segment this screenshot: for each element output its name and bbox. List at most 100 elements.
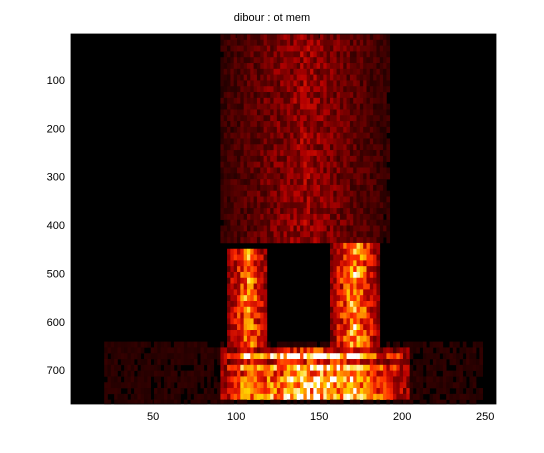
heatmap-cell bbox=[383, 393, 387, 400]
heatmap-cell bbox=[389, 370, 394, 377]
heatmap-cell bbox=[270, 86, 274, 93]
heatmap-cell bbox=[237, 306, 241, 313]
heatmap-cell bbox=[243, 196, 248, 203]
heatmap-cell bbox=[160, 370, 165, 377]
heatmap-cell bbox=[329, 167, 334, 174]
heatmap-cell bbox=[373, 231, 377, 238]
heatmap-cell bbox=[329, 208, 334, 215]
heatmap-cell bbox=[386, 74, 391, 81]
heatmap-cell bbox=[320, 213, 324, 221]
heatmap-cell bbox=[346, 34, 351, 41]
heatmap-cell bbox=[290, 196, 294, 203]
heatmap-cell bbox=[260, 92, 264, 99]
heatmap-cell bbox=[306, 92, 311, 99]
heatmap-cell bbox=[339, 382, 344, 389]
heatmap-cell bbox=[409, 376, 414, 383]
heatmap-cell bbox=[359, 341, 364, 348]
heatmap-cell bbox=[213, 353, 218, 360]
heatmap-cell bbox=[233, 63, 238, 70]
heatmap-cell bbox=[190, 376, 195, 383]
heatmap-cell bbox=[140, 364, 145, 371]
heatmap-cell bbox=[296, 45, 301, 52]
heatmap-cell bbox=[303, 126, 308, 133]
heatmap-cell bbox=[250, 388, 254, 395]
heatmap-cell bbox=[273, 138, 278, 145]
heatmap-cell bbox=[286, 92, 291, 99]
heatmap-cell bbox=[366, 376, 371, 383]
heatmap-cell bbox=[339, 289, 344, 296]
heatmap-cell bbox=[273, 231, 278, 238]
heatmap-cell bbox=[333, 382, 337, 389]
heatmap-cell bbox=[120, 393, 125, 400]
heatmap-cell bbox=[124, 364, 128, 371]
heatmap-cell bbox=[213, 347, 218, 354]
heatmap-cell bbox=[366, 97, 371, 104]
heatmap-cell bbox=[293, 388, 298, 395]
heatmap-cell bbox=[349, 155, 354, 162]
heatmap-cell bbox=[137, 341, 142, 348]
heatmap-cell bbox=[356, 109, 361, 116]
heatmap-cell bbox=[363, 74, 367, 81]
heatmap-cell bbox=[326, 126, 331, 133]
heatmap-cell bbox=[237, 109, 241, 116]
heatmap-cell bbox=[329, 237, 334, 244]
heatmap-cell bbox=[323, 45, 327, 52]
heatmap-cell bbox=[369, 208, 374, 215]
heatmap-cell bbox=[336, 341, 341, 348]
heatmap-cell bbox=[356, 167, 361, 174]
heatmap-cell bbox=[379, 109, 384, 116]
heatmap-cell bbox=[326, 86, 331, 93]
heatmap-cell bbox=[293, 208, 298, 215]
heatmap-cell bbox=[353, 318, 357, 325]
heatmap-cell bbox=[260, 138, 264, 145]
heatmap-cell bbox=[246, 109, 251, 116]
heatmap-cell bbox=[256, 86, 261, 93]
heatmap-cell bbox=[270, 92, 274, 99]
heatmap-cell bbox=[290, 126, 294, 133]
heatmap-cell bbox=[369, 179, 374, 186]
heatmap-cell bbox=[233, 39, 238, 46]
heatmap-cell bbox=[476, 341, 480, 348]
heatmap-cell bbox=[412, 359, 417, 366]
heatmap-cell bbox=[157, 359, 161, 366]
heatmap-cell bbox=[293, 161, 298, 168]
heatmap-cell bbox=[280, 341, 284, 348]
heatmap-cell bbox=[466, 393, 470, 400]
heatmap-cell bbox=[227, 225, 231, 232]
heatmap-cell bbox=[237, 51, 241, 58]
heatmap-cell bbox=[353, 39, 357, 46]
heatmap-cell bbox=[170, 370, 175, 377]
heatmap-cell bbox=[329, 248, 334, 255]
heatmap-cell bbox=[326, 103, 331, 110]
heatmap-cell bbox=[359, 225, 364, 232]
heatmap-cell bbox=[124, 382, 128, 389]
heatmap-cell bbox=[223, 376, 228, 383]
heatmap-cell bbox=[366, 335, 371, 342]
heatmap-cell bbox=[303, 150, 308, 157]
heatmap-cell bbox=[326, 39, 331, 46]
heatmap-cell bbox=[359, 196, 364, 203]
heatmap-cell bbox=[286, 225, 291, 232]
heatmap-cell bbox=[466, 359, 470, 366]
heatmap-cell bbox=[230, 190, 234, 197]
heatmap-cell bbox=[466, 364, 470, 371]
heatmap-cell bbox=[379, 225, 384, 232]
heatmap-cell bbox=[233, 190, 238, 197]
heatmap-cell bbox=[386, 208, 391, 215]
heatmap-cell bbox=[403, 399, 407, 405]
heatmap-cell bbox=[246, 45, 251, 52]
heatmap-cell bbox=[283, 225, 288, 232]
heatmap-cell bbox=[243, 248, 248, 255]
heatmap-cell bbox=[283, 150, 288, 157]
heatmap-cell bbox=[283, 74, 288, 81]
heatmap-cell bbox=[300, 208, 304, 215]
heatmap-cell bbox=[256, 184, 261, 191]
heatmap-cell bbox=[293, 213, 298, 221]
heatmap-cell bbox=[207, 393, 211, 400]
heatmap-cell bbox=[316, 167, 321, 174]
heatmap-cell bbox=[353, 179, 357, 186]
heatmap-cell bbox=[339, 318, 344, 325]
heatmap-cell bbox=[240, 150, 244, 157]
heatmap-cell bbox=[240, 109, 244, 116]
heatmap-cell bbox=[316, 80, 321, 87]
